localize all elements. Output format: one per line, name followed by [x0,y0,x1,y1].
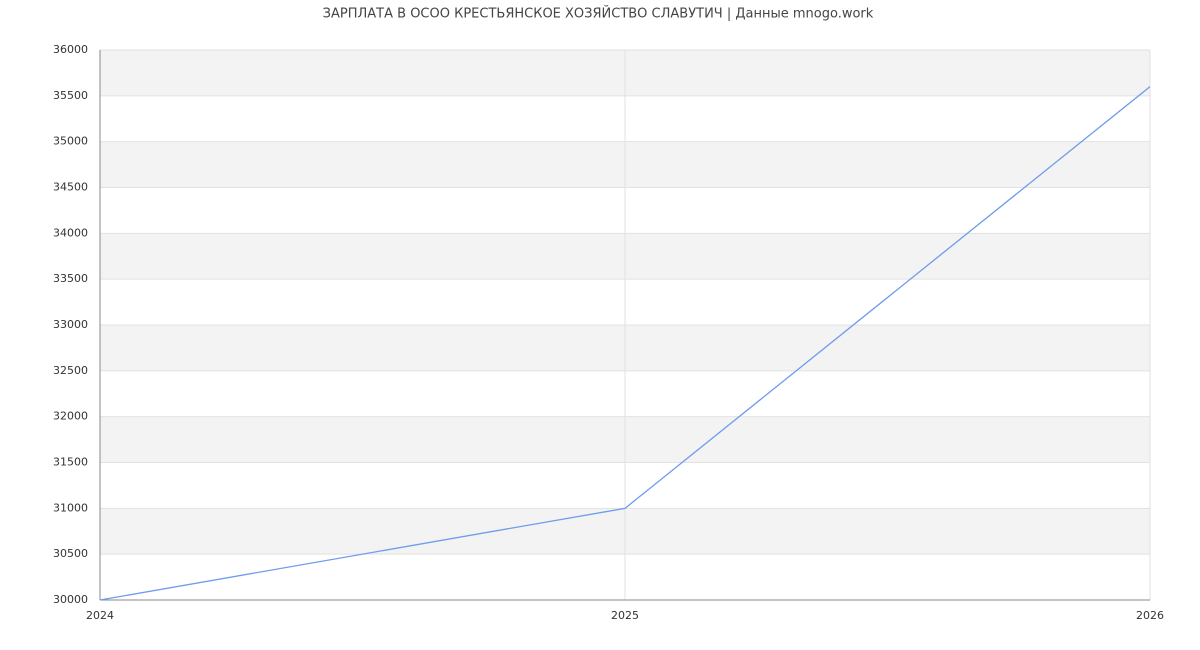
y-tick-label: 33500 [53,272,88,285]
x-tick-label: 2025 [611,609,639,622]
y-tick-label: 32000 [53,410,88,423]
y-tick-label: 36000 [53,43,88,56]
y-tick-label: 35000 [53,135,88,148]
chart-title: ЗАРПЛАТА В ОСОО КРЕСТЬЯНСКОЕ ХОЗЯЙСТВО С… [323,6,874,22]
y-tick-label: 34000 [53,226,88,239]
y-tick-label: 30000 [53,593,88,606]
y-tick-label: 34500 [53,181,88,194]
x-tick-label: 2024 [86,609,114,622]
y-tick-label: 31000 [53,501,88,514]
y-tick-label: 35500 [53,89,88,102]
data-line [99,86,1151,601]
y-tick-label: 30500 [53,547,88,560]
y-tick-label: 32500 [53,364,88,377]
x-tick-label: 2026 [1136,609,1164,622]
y-tick-label: 31500 [53,456,88,469]
y-tick-label: 33000 [53,318,88,331]
